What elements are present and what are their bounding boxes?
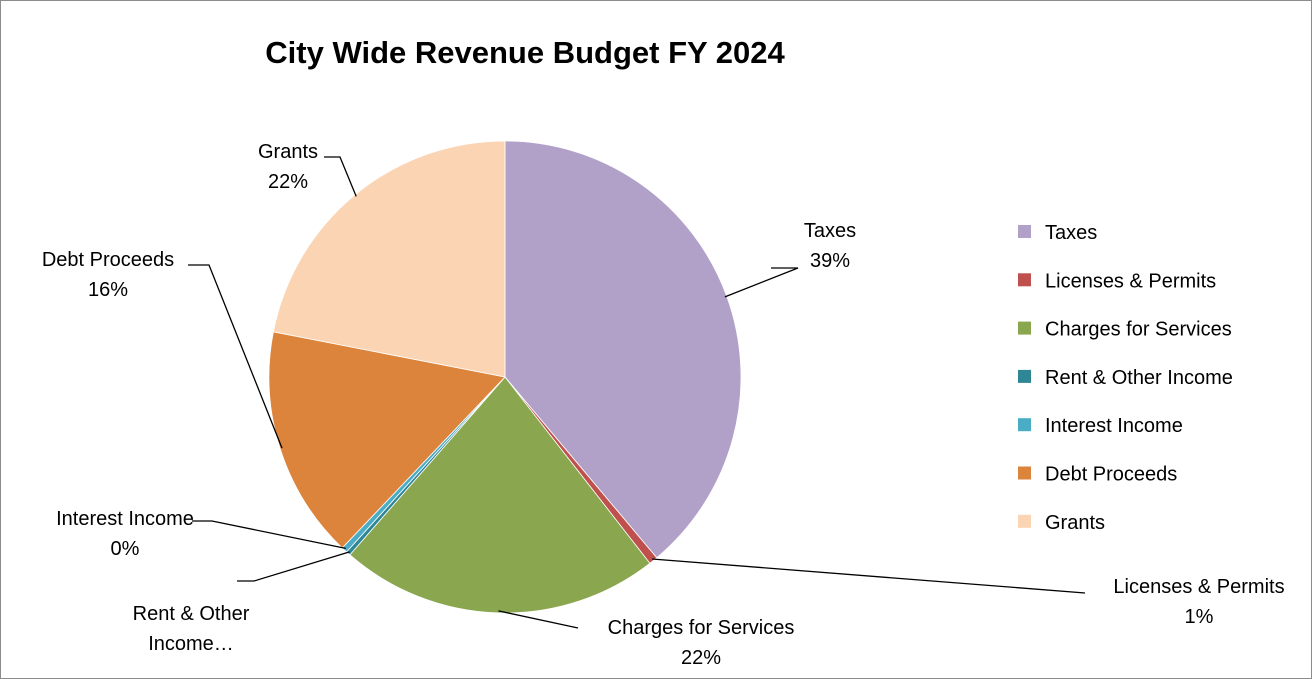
leader-line-licenses-and-permits: [652, 558, 1086, 594]
chart-title: City Wide Revenue Budget FY 2024: [265, 35, 785, 70]
pie-slices: [268, 140, 742, 614]
legend-label-rent-and-other-income: Rent & Other Income: [1045, 367, 1233, 389]
data-label-rent-and-other-income-line2: Income…: [148, 633, 234, 655]
leader-line-interest-income: [192, 520, 346, 550]
slice-debt-proceeds: [268, 331, 506, 549]
leader-lines: [188, 156, 1086, 629]
data-label-grants-line2: 22%: [268, 171, 308, 193]
data-label-debt-proceeds-line2: 16%: [88, 279, 128, 301]
legend-swatch-rent-and-other-income: [1018, 369, 1031, 383]
legend-swatch-licenses-and-permits: [1018, 273, 1031, 287]
data-label-licenses-and-permits-line2: 1%: [1185, 606, 1214, 628]
legend-label-debt-proceeds: Debt Proceeds: [1045, 464, 1177, 486]
data-labels: Taxes 39% Licenses & Permits 1% Charges for …: [42, 141, 1285, 669]
leader-line-rent-and-other-income: [237, 551, 350, 582]
legend-swatch-grants: [1018, 514, 1031, 528]
data-label-charges-for-services-line2: 22%: [681, 647, 721, 669]
legend-swatch-debt-proceeds: [1018, 466, 1031, 480]
data-label-grants-line1: Grants: [258, 141, 318, 163]
data-label-rent-and-other-income-line1: Rent & Other: [133, 603, 250, 625]
data-label-debt-proceeds-line1: Debt Proceeds: [42, 249, 174, 271]
legend-swatch-interest-income: [1018, 418, 1031, 432]
legend-label-grants: Grants: [1045, 512, 1105, 534]
leader-line-charges-for-services: [498, 610, 579, 629]
legend-label-taxes: Taxes: [1045, 222, 1097, 244]
leader-line-grants: [324, 156, 357, 197]
legend-swatch-taxes: [1018, 225, 1031, 238]
data-label-charges-for-services-line1: Charges for Services: [608, 617, 795, 639]
leader-line-debt-proceeds: [188, 264, 283, 449]
legend-label-interest-income: Interest Income: [1045, 415, 1183, 437]
data-label-taxes-line1: Taxes: [804, 220, 856, 242]
data-label-taxes-line2: 39%: [810, 250, 850, 272]
leader-line-taxes: [724, 267, 799, 298]
data-label-licenses-and-permits-line1: Licenses & Permits: [1113, 576, 1284, 598]
legend-label-charges-for-services: Charges for Services: [1045, 319, 1232, 341]
legend-swatch-charges-for-services: [1018, 321, 1031, 335]
data-label-interest-income-line2: 0%: [111, 538, 140, 560]
legend-label-licenses-and-permits: Licenses & Permits: [1045, 270, 1216, 292]
data-label-interest-income-line1: Interest Income: [56, 508, 194, 530]
slice-charges-for-services: [349, 376, 651, 614]
legend: Taxes Licenses & Permits Charges for Servi…: [1018, 222, 1233, 534]
